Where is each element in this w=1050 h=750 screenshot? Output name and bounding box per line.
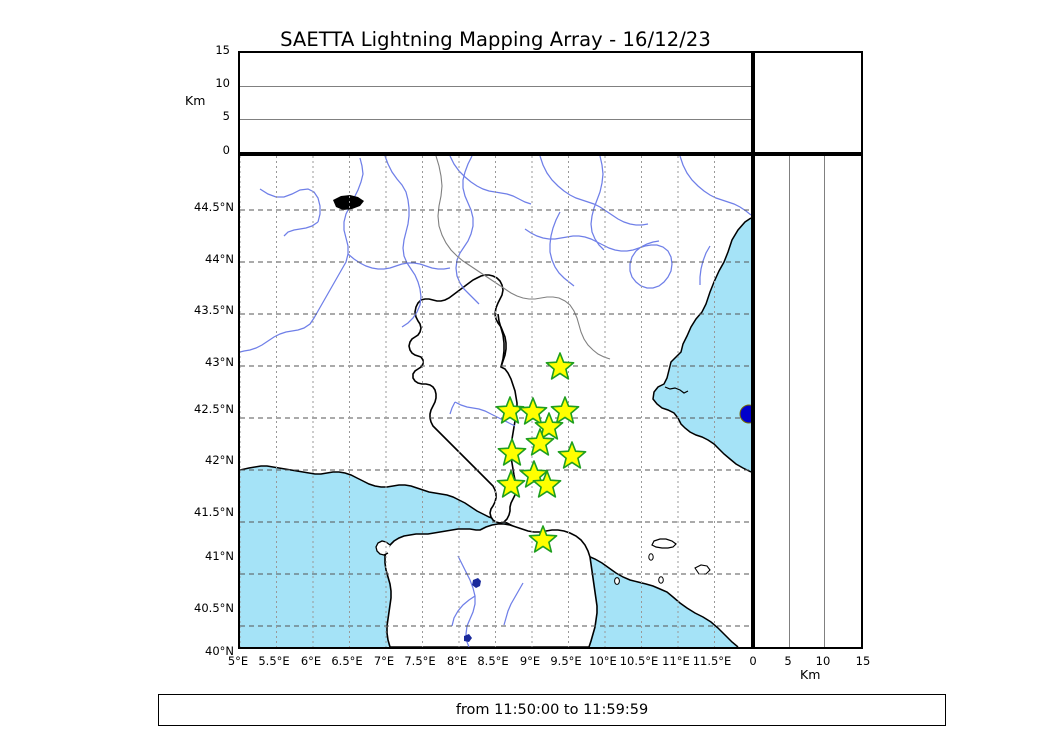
axis-label-altitude-top: Km bbox=[185, 93, 206, 108]
vhf-source-marker bbox=[739, 404, 751, 424]
coastline-mainland-south bbox=[240, 465, 739, 647]
lma-stations-layer bbox=[495, 352, 587, 553]
map-graphic bbox=[240, 156, 751, 647]
tick-alt-top-5: 5 bbox=[222, 109, 230, 123]
borders-layer bbox=[435, 156, 611, 360]
map-panel[interactable] bbox=[238, 154, 753, 649]
islet-montecristo bbox=[614, 577, 620, 585]
altitude-longitude-panel[interactable] bbox=[238, 51, 753, 154]
tick-lat-42: 42°N bbox=[205, 453, 234, 467]
station-marker bbox=[532, 470, 562, 498]
tick-alt-top-15: 15 bbox=[215, 43, 230, 57]
station-marker bbox=[528, 525, 558, 553]
tick-lon-10: 10°E bbox=[589, 654, 617, 668]
tick-lat-41: 41°N bbox=[205, 549, 234, 563]
tick-lat-42.5: 42.5°N bbox=[194, 402, 234, 416]
tick-lon-8: 8°E bbox=[446, 654, 468, 668]
island-elba bbox=[651, 538, 677, 549]
lake-sardinia-1 bbox=[472, 578, 481, 588]
station-marker bbox=[518, 397, 548, 425]
tick-alt-right-10: 10 bbox=[815, 654, 831, 668]
tick-lon-8.5: 8.5°E bbox=[477, 654, 509, 668]
time-range-label: from 11:50:00 to 11:59:59 bbox=[455, 702, 649, 718]
island-asinara bbox=[375, 540, 391, 556]
page-title: SAETTA Lightning Mapping Array - 16/12/2… bbox=[280, 28, 711, 51]
islet-pianosa bbox=[648, 553, 654, 561]
tick-alt-top-10: 10 bbox=[215, 76, 230, 90]
time-range-status-bar[interactable]: from 11:50:00 to 11:59:59 bbox=[158, 694, 946, 726]
altitude-latitude-panel[interactable] bbox=[753, 154, 863, 649]
tick-lon-5.5: 5.5°E bbox=[258, 654, 290, 668]
landmass-sardinia bbox=[384, 523, 598, 647]
islet-giglio bbox=[658, 576, 664, 584]
tick-lon-6: 6°E bbox=[300, 654, 322, 668]
tick-lon-9: 9°E bbox=[519, 654, 541, 668]
map-gridlines bbox=[240, 156, 751, 647]
corner-panel bbox=[753, 51, 863, 154]
coastline-detail-1 bbox=[664, 386, 689, 394]
tick-lon-11: 11°E bbox=[662, 654, 690, 668]
gridline-alt-10 bbox=[240, 86, 751, 87]
station-marker bbox=[525, 428, 555, 456]
tick-alt-right-15: 15 bbox=[855, 654, 871, 668]
tick-lat-41.5: 41.5°N bbox=[194, 505, 234, 519]
tick-lon-10.5: 10.5°E bbox=[619, 654, 659, 668]
rivers-sardinia bbox=[451, 555, 524, 647]
tick-lat-44.5: 44.5°N bbox=[194, 200, 234, 214]
station-marker bbox=[495, 396, 525, 424]
tick-lon-5: 5°E bbox=[227, 654, 249, 668]
tick-lat-43.5: 43.5°N bbox=[194, 303, 234, 317]
gridline-alt-right-5 bbox=[789, 156, 790, 647]
lagoon-berre bbox=[333, 195, 364, 210]
station-marker bbox=[550, 396, 580, 424]
tick-lon-7: 7°E bbox=[373, 654, 395, 668]
tick-lon-11.5: 11.5°E bbox=[692, 654, 732, 668]
tick-lat-40: 40°N bbox=[205, 644, 234, 658]
coastline-cap-corse bbox=[497, 313, 505, 368]
tick-lon-7.5: 7.5°E bbox=[404, 654, 436, 668]
station-marker bbox=[496, 470, 526, 498]
station-marker bbox=[545, 352, 575, 380]
tick-alt-right-0: 0 bbox=[749, 654, 757, 668]
tick-lat-44: 44°N bbox=[205, 252, 234, 266]
landmass-corsica bbox=[408, 274, 518, 524]
axis-label-altitude-right: Km bbox=[800, 667, 821, 682]
tick-alt-right-5: 5 bbox=[784, 654, 792, 668]
tick-lon-9.5: 9.5°E bbox=[550, 654, 582, 668]
lake-sardinia-2 bbox=[464, 634, 472, 642]
river-golo-branch bbox=[449, 401, 456, 415]
station-marker bbox=[557, 441, 587, 469]
coastline-italy-west bbox=[652, 217, 751, 473]
tick-alt-top-0: 0 bbox=[222, 143, 230, 157]
station-marker bbox=[534, 412, 564, 440]
tick-lat-40.5: 40.5°N bbox=[194, 601, 234, 615]
station-marker bbox=[497, 438, 527, 466]
gridline-alt-5 bbox=[240, 119, 751, 120]
tick-lat-43: 43°N bbox=[205, 355, 234, 369]
tick-lon-6.5: 6.5°E bbox=[331, 654, 363, 668]
gridline-alt-right-10 bbox=[824, 156, 825, 647]
